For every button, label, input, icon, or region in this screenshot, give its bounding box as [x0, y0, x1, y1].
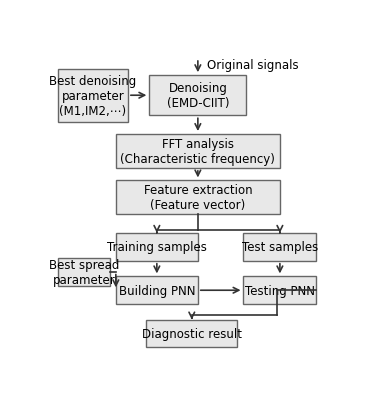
Text: Testing PNN: Testing PNN — [245, 284, 315, 297]
Text: Feature extraction
(Feature vector): Feature extraction (Feature vector) — [143, 184, 252, 212]
Text: Best spread
parameter: Best spread parameter — [49, 258, 119, 286]
Text: FFT analysis
(Characteristic frequency): FFT analysis (Characteristic frequency) — [120, 138, 275, 166]
Text: Original signals: Original signals — [207, 59, 298, 72]
FancyBboxPatch shape — [243, 233, 316, 261]
FancyBboxPatch shape — [146, 320, 237, 348]
FancyBboxPatch shape — [149, 76, 247, 116]
Text: Test samples: Test samples — [242, 241, 318, 254]
Text: Building PNN: Building PNN — [119, 284, 195, 297]
Text: Denoising
(EMD-CIIT): Denoising (EMD-CIIT) — [167, 82, 229, 110]
Text: Training samples: Training samples — [107, 241, 207, 254]
FancyBboxPatch shape — [116, 181, 280, 215]
Text: Best denoising
parameter
(M1,IM2,⋯): Best denoising parameter (M1,IM2,⋯) — [49, 75, 137, 117]
FancyBboxPatch shape — [58, 70, 128, 122]
FancyBboxPatch shape — [58, 258, 110, 286]
FancyBboxPatch shape — [116, 277, 198, 304]
Text: Diagnostic result: Diagnostic result — [142, 327, 242, 340]
FancyBboxPatch shape — [243, 277, 316, 304]
FancyBboxPatch shape — [116, 233, 198, 261]
FancyBboxPatch shape — [116, 135, 280, 168]
